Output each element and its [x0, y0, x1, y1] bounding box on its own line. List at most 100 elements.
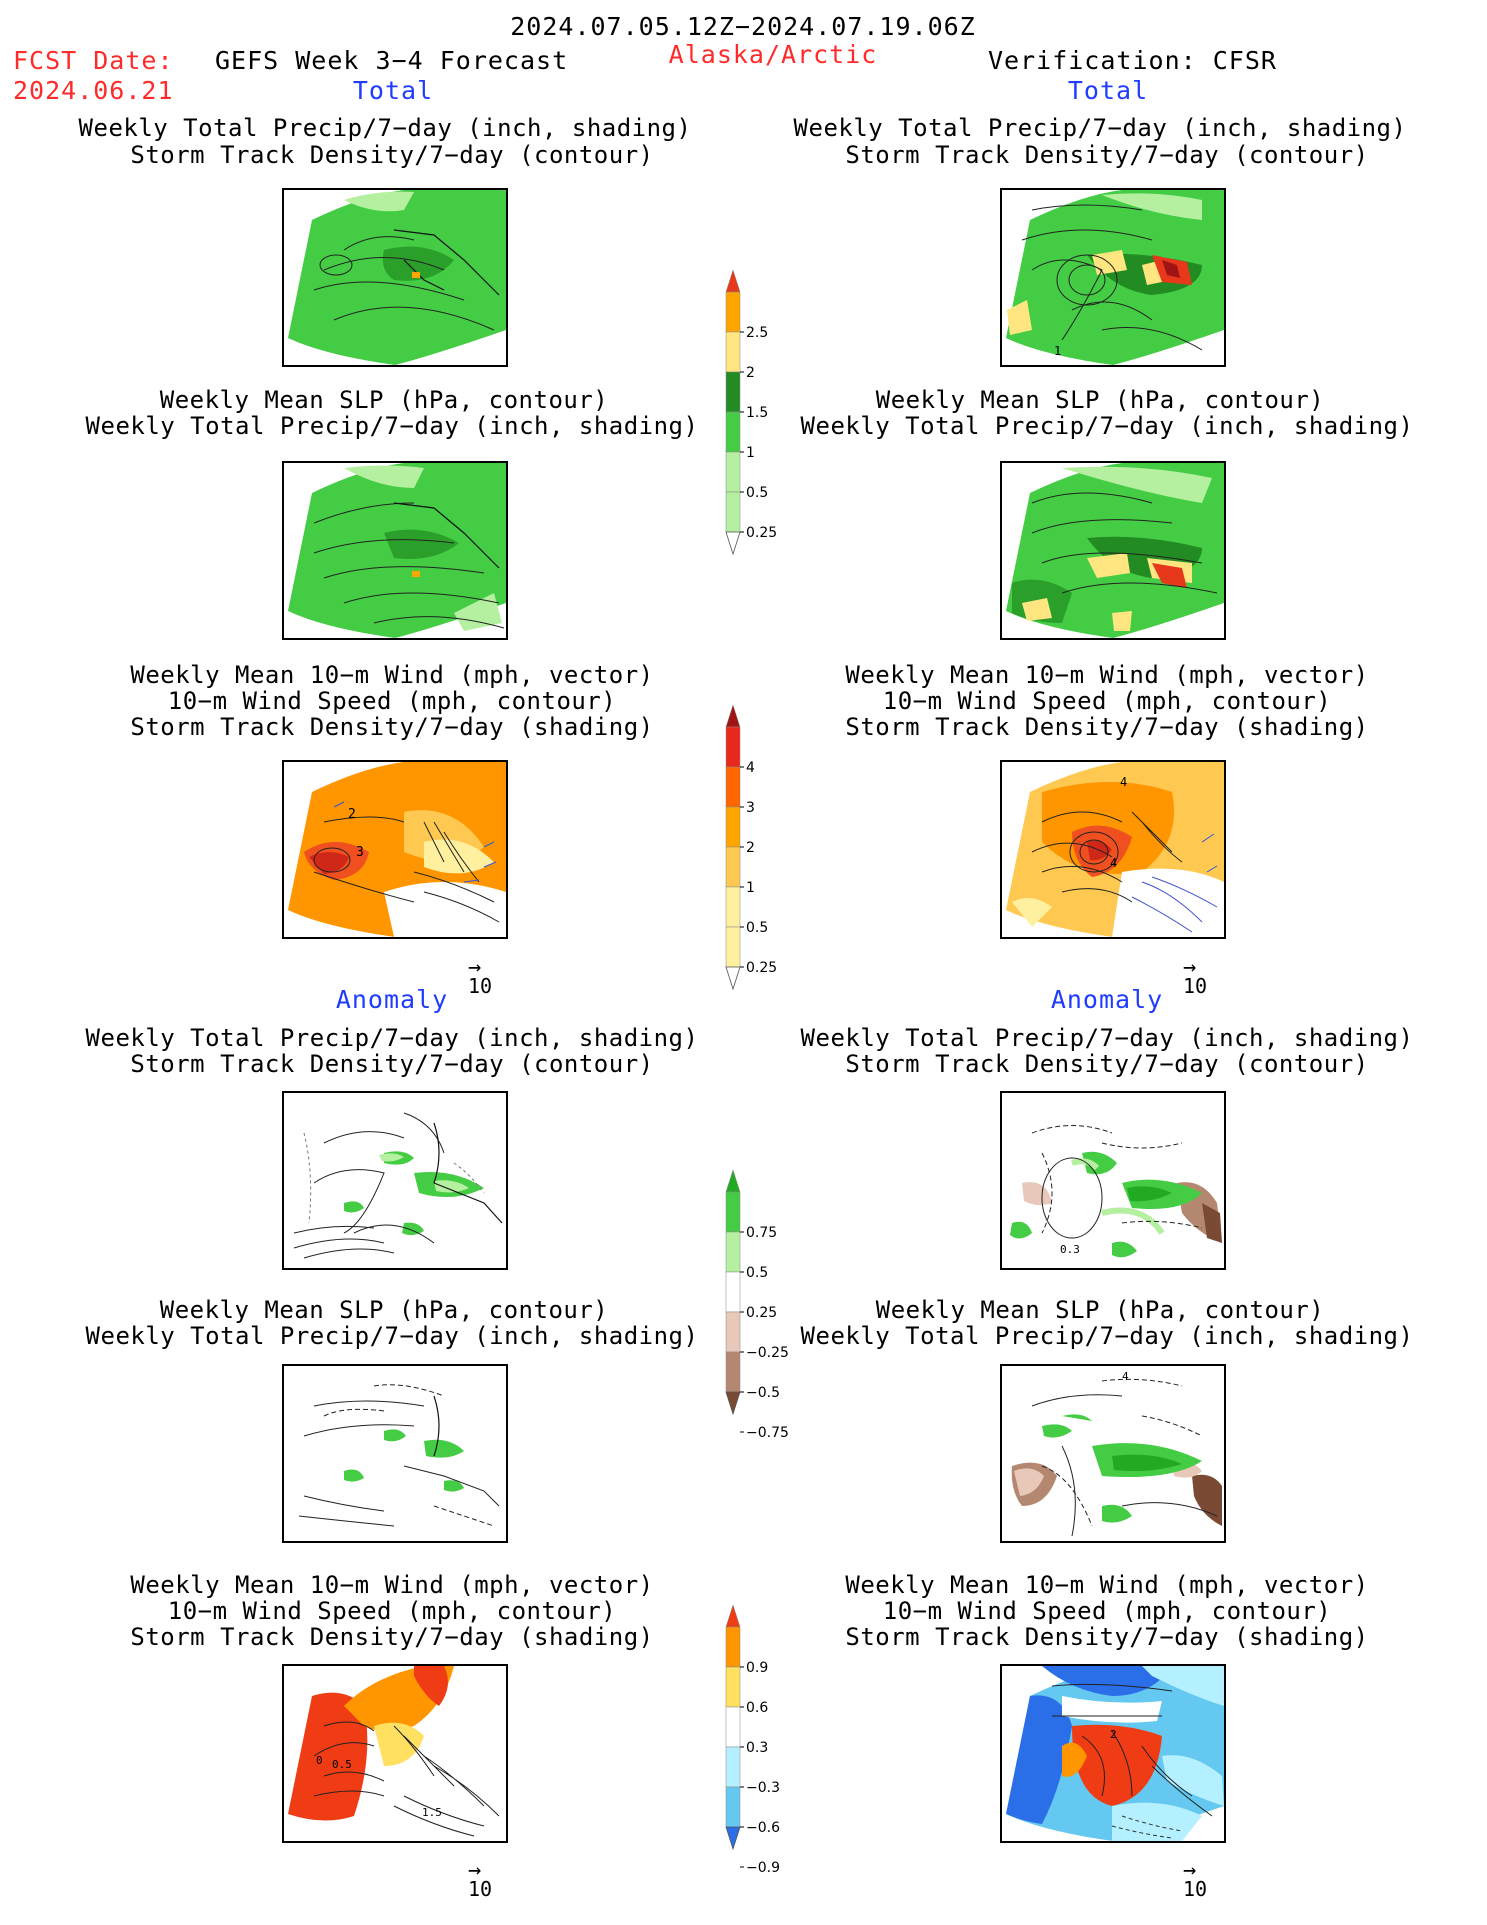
- colorbar-track-anom: 0.9 0.6 0.3 −0.3 −0.6 −0.9: [720, 1604, 800, 1899]
- map-panel-anom-wind-forecast: 0 0.5 1.5: [282, 1664, 508, 1843]
- colorbar-segment: [725, 846, 741, 888]
- colorbar-segment: [725, 966, 741, 991]
- colorbar-segment: [725, 331, 741, 373]
- colorbar-precip-total: 2.5 2 1.5 1 0.5 0.25: [720, 269, 800, 564]
- map-panel-wind-track-forecast: 2 3: [282, 760, 508, 939]
- region-title: Alaska/Arctic: [668, 40, 878, 69]
- colorbar-segment: [725, 491, 741, 533]
- map-panel-wind-track-verification: 4 4: [1000, 760, 1226, 939]
- contour-label: 0: [316, 1754, 323, 1767]
- r2-right-title-1: Weekly Mean SLP (hPa, contour): [875, 386, 1325, 414]
- r3-left-title-1: Weekly Mean 10−m Wind (mph, vector): [130, 661, 654, 689]
- contour-label: 2: [348, 807, 356, 822]
- map-panel-anom-slp-forecast: [282, 1364, 508, 1543]
- vector-ref-arrow-icon: →: [468, 955, 482, 980]
- colorbar-label: 1.5: [746, 405, 768, 421]
- colorbar-segment: [725, 926, 741, 968]
- vector-ref-arrow-icon: →: [468, 1858, 482, 1883]
- colorbar-segment: [725, 1604, 741, 1628]
- colorbar-label: 2: [746, 840, 755, 856]
- map-panel-anom-wind-verification: 2: [1000, 1664, 1226, 1843]
- section-anomaly-left: Anomaly: [335, 985, 449, 1014]
- colorbar-label: −0.3: [746, 1780, 780, 1796]
- colorbar-segment: [725, 1391, 741, 1416]
- r4-right-title-2: Storm Track Density/7−day (contour): [845, 1050, 1369, 1078]
- r6-right-title-3: Storm Track Density/7−day (shading): [845, 1623, 1369, 1651]
- section-total-right: Total: [1067, 76, 1149, 105]
- vector-ref-label: 10: [1183, 1877, 1208, 1901]
- r3-right-title-3: Storm Track Density/7−day (shading): [845, 713, 1369, 741]
- colorbar-segment: [725, 766, 741, 808]
- r3-right-title-2: 10−m Wind Speed (mph, contour): [882, 687, 1332, 715]
- vector-ref-arrow-icon: →: [1183, 1858, 1197, 1883]
- r1-right-title-2: Storm Track Density/7−day (contour): [845, 141, 1369, 169]
- colorbar-label: 0.5: [746, 485, 768, 501]
- colorbar-segment: [725, 1311, 741, 1353]
- colorbar-label: 0.5: [746, 1265, 768, 1281]
- colorbar-segment: [725, 1271, 741, 1313]
- map-panel-total-precip-forecast: [282, 188, 508, 367]
- colorbar-label: −0.5: [746, 1385, 780, 1401]
- colorbar-label: −0.9: [746, 1860, 780, 1876]
- r6-left-title-3: Storm Track Density/7−day (shading): [130, 1623, 654, 1651]
- map-panel-anom-precip-verification: 0.3: [1000, 1091, 1226, 1270]
- contour-label: 3: [356, 845, 364, 860]
- colorbar-precip-anom: 0.75 0.5 0.25 −0.25 −0.5 −0.75: [720, 1169, 800, 1464]
- contour-label: 4: [1120, 775, 1127, 789]
- r2-left-title-2: Weekly Total Precip/7−day (inch, shading…: [85, 412, 699, 440]
- vector-ref-label: 10: [468, 974, 493, 998]
- colorbar-label: 0.25: [746, 525, 777, 541]
- r5-left-title-2: Weekly Total Precip/7−day (inch, shading…: [85, 1322, 699, 1350]
- contour-label: 1.5: [422, 1806, 442, 1819]
- colorbar-label: 2: [746, 365, 755, 381]
- product-title: GEFS Week 3−4 Forecast: [215, 46, 569, 75]
- colorbar-label: 0.3: [746, 1740, 768, 1756]
- colorbar-segment: [725, 1351, 741, 1393]
- colorbar-segment: [725, 411, 741, 453]
- colorbar-segment: [725, 531, 741, 556]
- colorbar-label: 2.5: [746, 325, 768, 341]
- colorbar-segment: [725, 704, 741, 728]
- r3-right-title-1: Weekly Mean 10−m Wind (mph, vector): [845, 661, 1369, 689]
- r1-left-title-2: Storm Track Density/7−day (contour): [130, 141, 654, 169]
- r6-left-title-2: 10−m Wind Speed (mph, contour): [167, 1597, 617, 1625]
- contour-label: 0.3: [1060, 1243, 1080, 1256]
- colorbar-track-total: 4 3 2 1 0.5 0.25: [720, 704, 800, 999]
- colorbar-segment: [725, 726, 741, 768]
- contour-label: 2: [1110, 1728, 1117, 1741]
- colorbar-segment: [725, 1626, 741, 1668]
- r3-left-title-2: 10−m Wind Speed (mph, contour): [167, 687, 617, 715]
- r4-left-title-1: Weekly Total Precip/7−day (inch, shading…: [85, 1024, 699, 1052]
- colorbar-label: −0.6: [746, 1820, 780, 1836]
- colorbar-segment: [725, 291, 741, 333]
- vector-ref-arrow-icon: →: [1183, 955, 1197, 980]
- r3-left-title-3: Storm Track Density/7−day (shading): [130, 713, 654, 741]
- contour-label: 1: [1054, 344, 1061, 358]
- colorbar-label: 0.25: [746, 960, 777, 976]
- section-total-left: Total: [352, 76, 434, 105]
- colorbar-label: 0.5: [746, 920, 768, 936]
- colorbar-segment: [725, 1706, 741, 1748]
- colorbar-segment: [725, 1666, 741, 1708]
- r6-right-title-1: Weekly Mean 10−m Wind (mph, vector): [845, 1571, 1369, 1599]
- vector-ref-label: 10: [1183, 974, 1208, 998]
- r5-left-title-1: Weekly Mean SLP (hPa, contour): [159, 1296, 609, 1324]
- colorbar-label: 1: [746, 445, 755, 461]
- colorbar-segment: [725, 886, 741, 928]
- r4-left-title-2: Storm Track Density/7−day (contour): [130, 1050, 654, 1078]
- colorbar-segment: [725, 806, 741, 848]
- colorbar-label: −0.75: [746, 1425, 789, 1441]
- r2-right-title-2: Weekly Total Precip/7−day (inch, shading…: [800, 412, 1414, 440]
- colorbar-label: 0.25: [746, 1305, 777, 1321]
- date-range-title: 2024.07.05.12Z−2024.07.19.06Z: [510, 12, 976, 41]
- colorbar-label: 0.75: [746, 1225, 777, 1241]
- map-panel-anom-precip-forecast: [282, 1091, 508, 1270]
- colorbar-segment: [725, 1231, 741, 1273]
- map-panel-slp-precip-forecast: [282, 461, 508, 640]
- colorbar-label: −0.25: [746, 1345, 789, 1361]
- colorbar-segment: [725, 1169, 741, 1193]
- section-anomaly-right: Anomaly: [1050, 985, 1164, 1014]
- colorbar-segment: [725, 371, 741, 413]
- colorbar-segment: [725, 1826, 741, 1851]
- colorbar-label: 4: [746, 760, 755, 776]
